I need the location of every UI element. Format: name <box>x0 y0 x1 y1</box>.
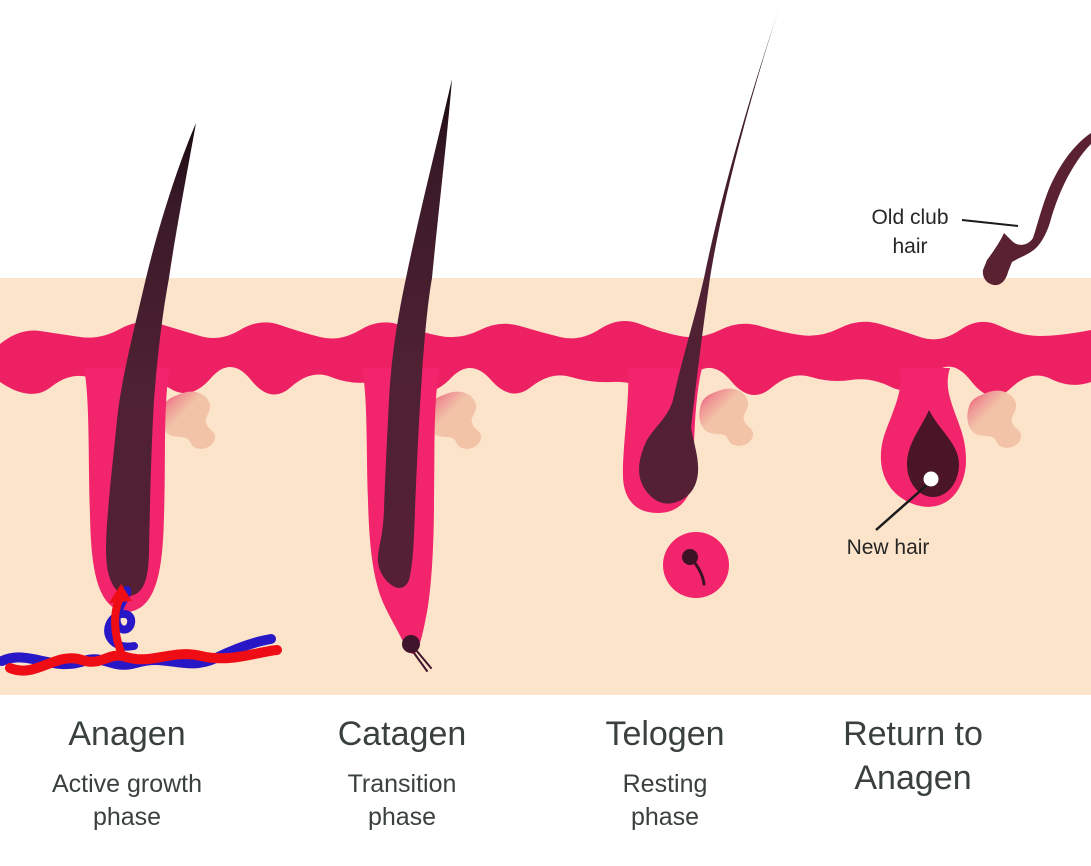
old-club-hair-shaft <box>982 133 1091 286</box>
phase-name: Telogen <box>605 715 725 753</box>
new-hair-dot <box>923 471 939 487</box>
phase-label-telogen: Telogen Resting phase <box>565 712 765 834</box>
phase-label-return-to-anagen: Return to Anagen <box>813 712 1013 800</box>
sebaceous-gland-icon <box>967 390 1022 448</box>
anagen-hair-shaft <box>106 123 196 596</box>
artery-arrowhead <box>109 584 132 603</box>
old-club-hair-leader-line <box>961 219 1019 227</box>
artery-red <box>5 645 282 676</box>
sebaceous-gland-icon <box>427 391 482 449</box>
telogen-papilla-dot <box>682 549 698 565</box>
phase-label-anagen: Anagen Active growth phase <box>27 712 227 834</box>
epidermis-band <box>0 320 1091 397</box>
phase-description: Resting phase <box>622 770 708 831</box>
phase-label-catagen: Catagen Transition phase <box>302 712 502 834</box>
artery-red-riser <box>111 596 125 656</box>
blood-vessels <box>0 584 282 676</box>
telogen-papilla-tail <box>693 561 706 586</box>
telogen-club-hair-shaft <box>639 9 779 504</box>
phase-description: Active growth phase <box>51 770 203 831</box>
phase-name: Anagen <box>68 715 186 753</box>
phase-name: Catagen <box>337 715 467 753</box>
new-hair-leader-line <box>875 483 929 531</box>
phase-name: Return to Anagen <box>843 715 983 797</box>
catagen-papilla-dot <box>402 635 420 653</box>
phase-description: Transition phase <box>347 770 457 831</box>
new-hair-label: New hair <box>846 536 930 559</box>
new-hair-bulb <box>907 410 959 497</box>
sebaceous-gland-icon <box>699 388 754 446</box>
catagen-hair-shaft <box>377 79 452 588</box>
sebaceous-gland-icon <box>161 391 216 449</box>
old-club-hair-label: Old club hair <box>871 206 949 258</box>
catagen-whisker <box>413 649 432 672</box>
sebaceous-glands <box>161 388 1022 449</box>
old-club-hair-dot <box>1020 219 1034 233</box>
